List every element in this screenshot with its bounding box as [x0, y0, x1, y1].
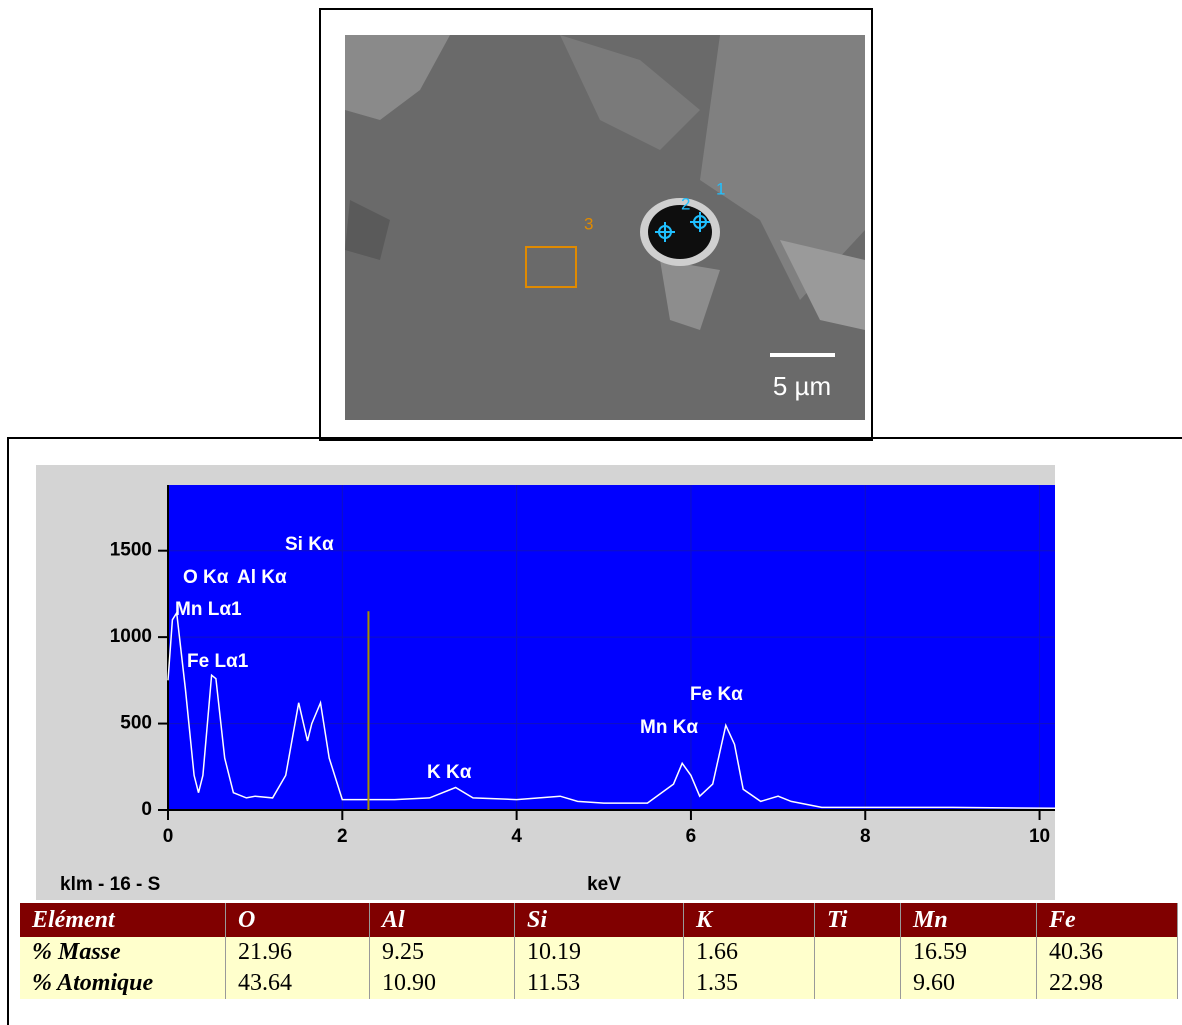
table-row: % Atomique 43.64 10.90 11.53 1.35 9.60 22.98 [20, 968, 1178, 999]
plot-area [168, 485, 1055, 810]
table-cell: 9.60 [900, 968, 1037, 999]
peak-label: Fe Kα [690, 684, 743, 705]
peak-label: Al Kα [237, 567, 287, 588]
table-cell: 22.98 [1036, 968, 1178, 999]
y-tick-label: 1000 [110, 626, 152, 647]
table-cell [814, 937, 901, 968]
table-row: % Masse 21.96 9.25 10.19 1.66 16.59 40.36 [20, 937, 1178, 968]
table-cell: Mn [900, 903, 1037, 937]
table-cell: 16.59 [900, 937, 1037, 968]
spectrum-line [167, 610, 1058, 810]
table-cell: Elément [20, 903, 226, 937]
table-cell: 43.64 [225, 968, 370, 999]
point-label: 2 [681, 194, 690, 213]
table-cell: % Masse [20, 937, 226, 968]
peak-label: O Kα [183, 567, 229, 588]
spectrum-frame [7, 437, 1182, 1025]
y-tick-label: 0 [141, 799, 152, 820]
peak-label: Mn Kα [640, 717, 698, 738]
x-tick-label: 0 [163, 826, 174, 847]
point-label: 3 [584, 214, 593, 233]
table-cell: 40.36 [1036, 937, 1178, 968]
sem-image [345, 35, 865, 420]
x-tick-label: 10 [1029, 826, 1050, 847]
table-cell: 1.66 [683, 937, 815, 968]
peak-label: K Kα [427, 762, 472, 783]
peak-label: Si Kα [285, 534, 334, 555]
table-cell: Ti [814, 903, 901, 937]
composition-table: Elément O Al Si K Ti Mn Fe% Masse 21.96 9.25 10.19… [20, 903, 1178, 999]
sample-name: klm - 16 - S [60, 874, 160, 895]
table-cell: % Atomique [20, 968, 226, 999]
x-axis-label: keV [587, 874, 621, 895]
table-cell: 10.19 [514, 937, 684, 968]
table-cell: K [683, 903, 815, 937]
point-label: 1 [716, 179, 725, 198]
table-cell: 21.96 [225, 937, 370, 968]
x-tick-label: 6 [686, 826, 697, 847]
table-cell: Si [514, 903, 684, 937]
x-tick-label: 8 [860, 826, 871, 847]
peak-label: Fe Lα1 [187, 651, 249, 672]
x-tick-label: 2 [337, 826, 348, 847]
table-cell: Al [369, 903, 515, 937]
y-tick-label: 1500 [110, 540, 152, 561]
x-tick-label: 4 [511, 826, 522, 847]
table-cell: 10.90 [369, 968, 515, 999]
table-cell [814, 968, 901, 999]
table-cell: 1.35 [683, 968, 815, 999]
y-tick-label: 500 [120, 713, 152, 734]
peak-label: Mn Lα1 [175, 599, 242, 620]
table-cell: 9.25 [369, 937, 515, 968]
table-cell: 11.53 [514, 968, 684, 999]
scale-bar-label: 5 µm [773, 371, 831, 401]
table-row: Elément O Al Si K Ti Mn Fe [20, 903, 1178, 937]
table-cell: Fe [1036, 903, 1178, 937]
table-cell: O [225, 903, 370, 937]
